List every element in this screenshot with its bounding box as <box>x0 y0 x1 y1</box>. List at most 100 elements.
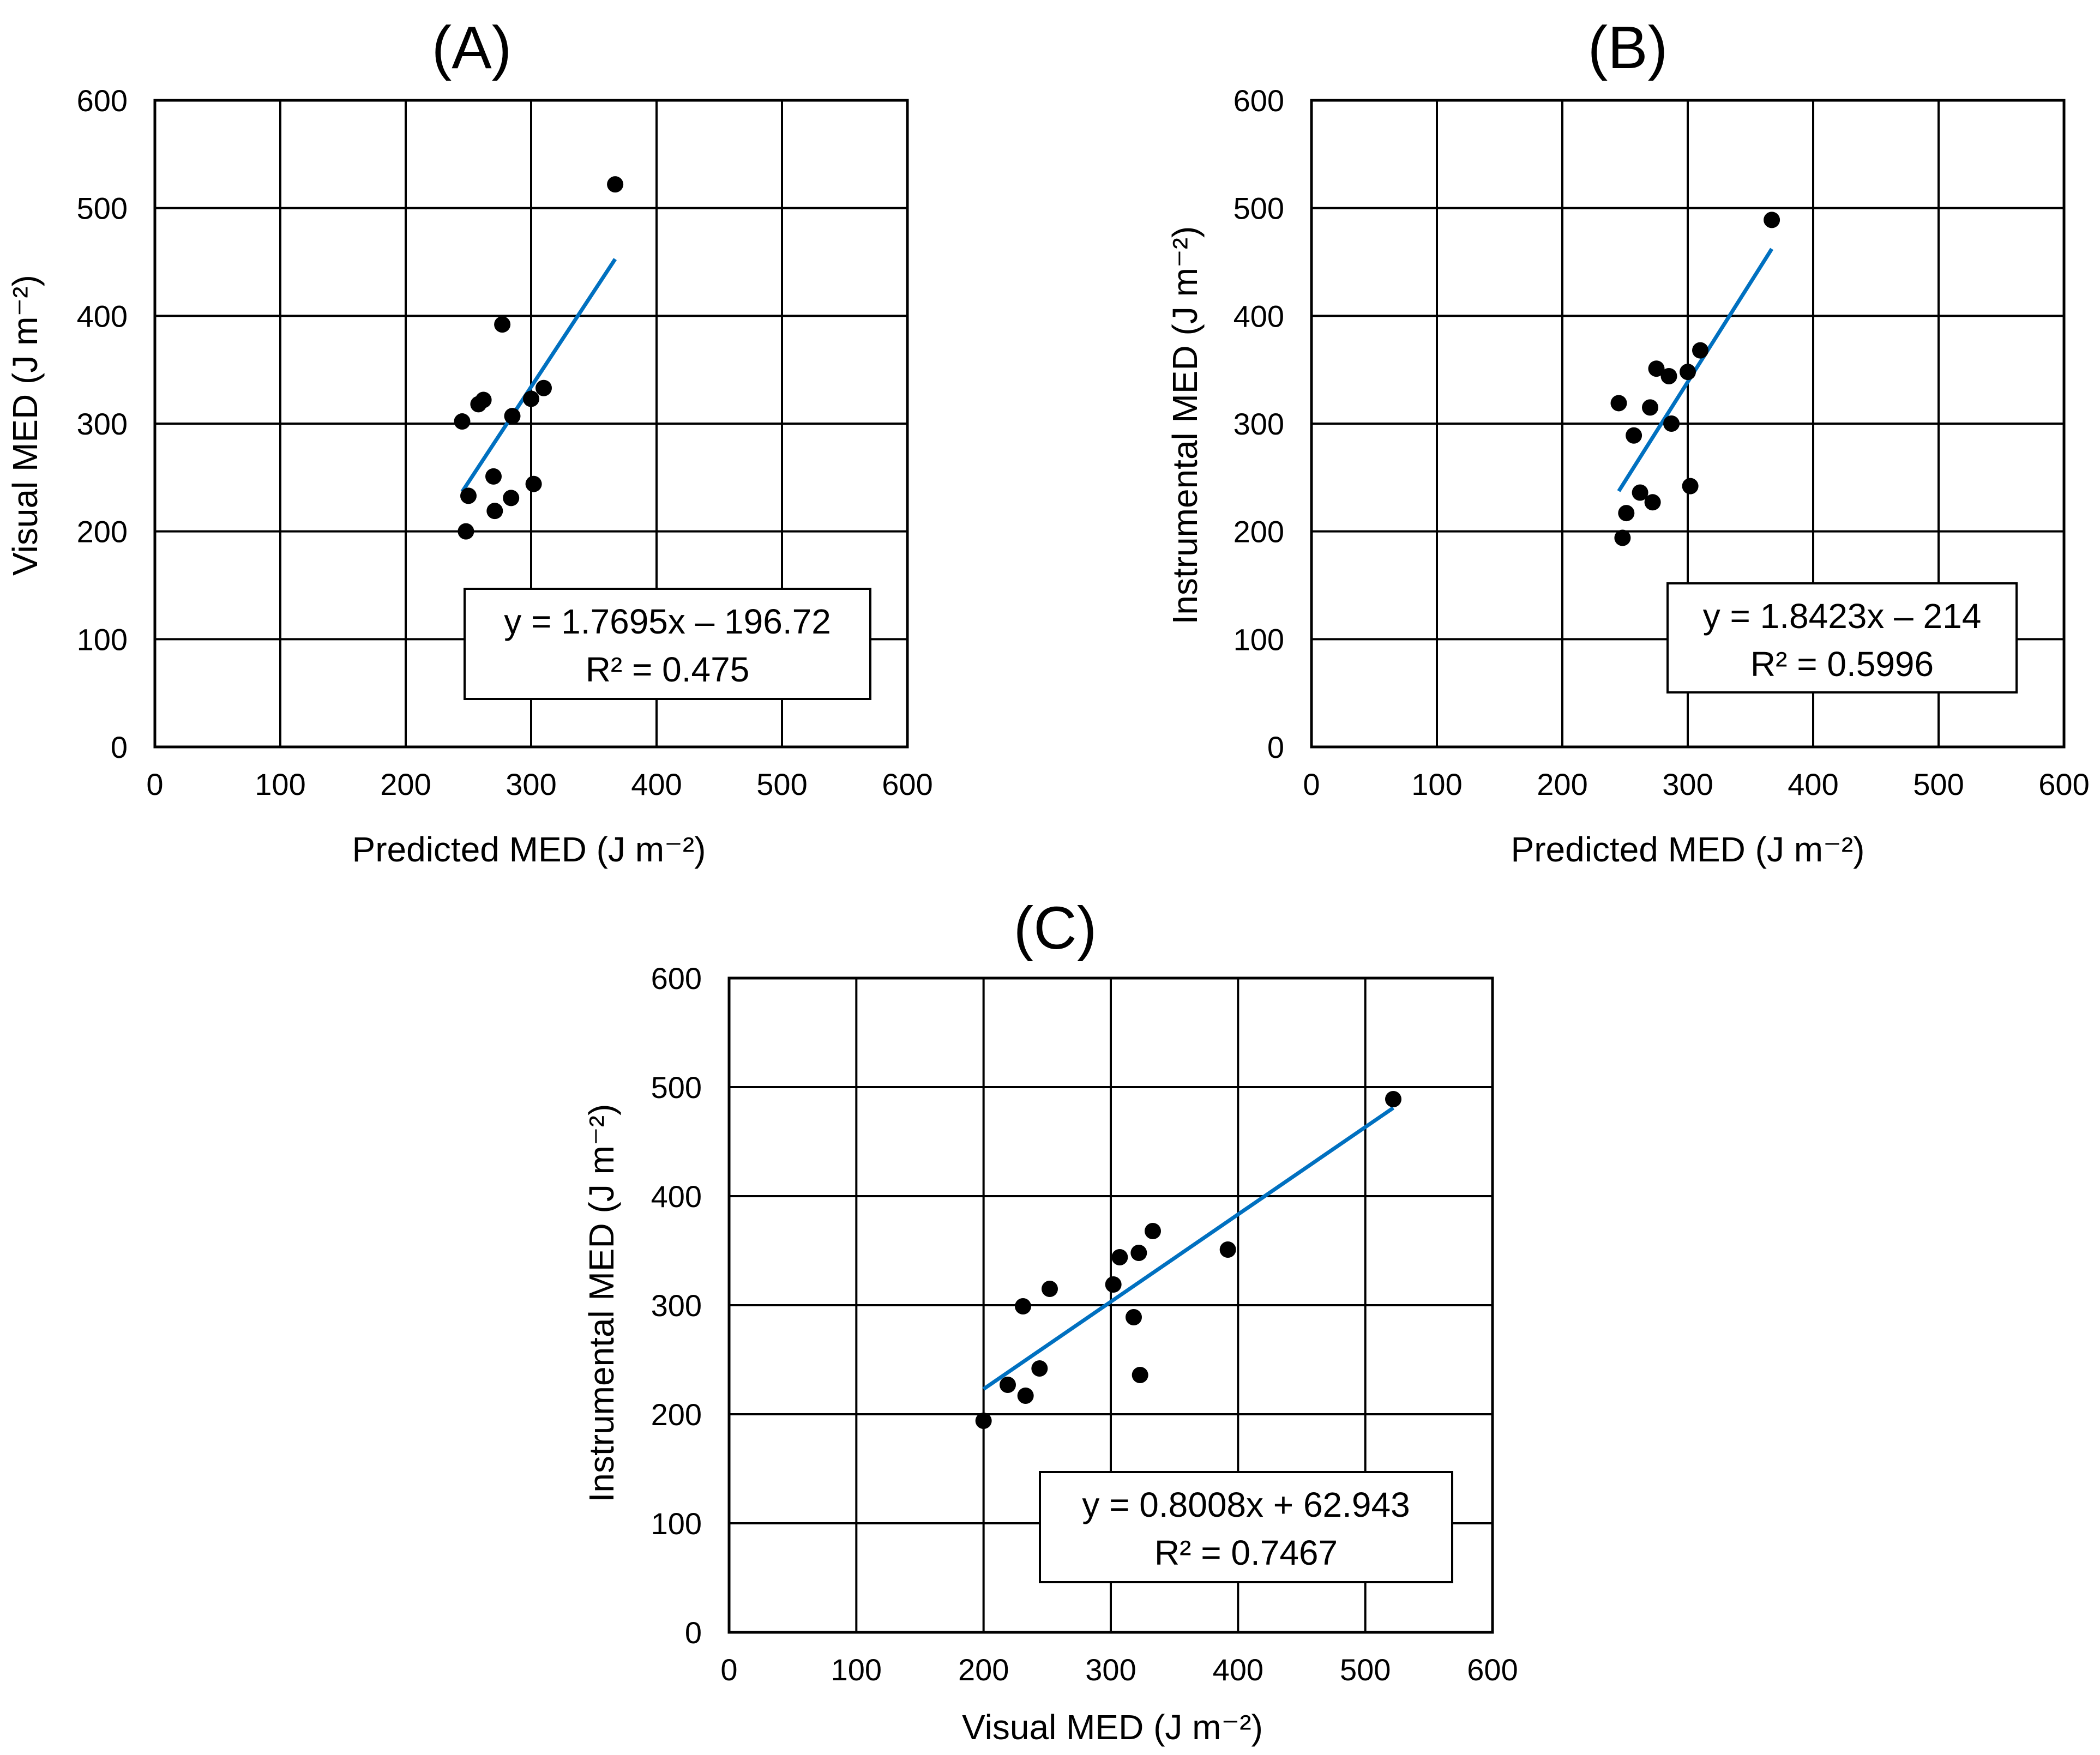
panel-label-c: (C) <box>1014 895 1097 962</box>
panel-a-y-tick-label: 500 <box>77 191 128 226</box>
panel-b-y-axis-title: Instrumental MED (J m⁻²) <box>1165 226 1205 625</box>
panel-a-ticks: 0 100 200 300 400 500 600 0 100 200 300 400 500 600 <box>77 83 933 801</box>
panel-c-data-point <box>1017 1388 1034 1404</box>
panel-b-x-tick-label: 500 <box>1913 767 1964 801</box>
panel-a-data-point <box>485 468 502 485</box>
panel-a-x-tick-label: 300 <box>506 767 556 801</box>
panel-c-x-tick-label: 0 <box>720 1653 737 1687</box>
panel-c: (C) 0 100 200 300 400 500 600 0 100 200 300 400 500 6… <box>582 895 1518 1747</box>
panel-b-data-point <box>1692 342 1708 359</box>
panel-c-data-point <box>1105 1276 1122 1293</box>
panel-a-data-point <box>460 487 477 504</box>
panel-b-y-tick-label: 200 <box>1233 515 1284 549</box>
panel-c-equation: y = 0.8008x + 62.943 <box>1082 1485 1410 1524</box>
panel-a-x-axis-title: Predicted MED (J m⁻²) <box>352 830 706 869</box>
panel-b-x-tick-label: 400 <box>1788 767 1838 801</box>
panel-b-data-point <box>1610 395 1627 412</box>
panel-b-data-point <box>1642 399 1658 416</box>
panel-a-x-tick-label: 200 <box>380 767 431 801</box>
panel-a-data-point <box>504 408 521 425</box>
panel-a-x-tick-label: 400 <box>631 767 682 801</box>
panel-b-data-point <box>1648 360 1665 377</box>
panel-a-plot-area <box>153 99 909 749</box>
panel-b-data-point <box>1644 494 1661 511</box>
panel-b-data-point <box>1632 484 1648 501</box>
panel-b-equation-box <box>1666 582 2018 693</box>
panel-c-x-tick-label: 100 <box>831 1653 882 1687</box>
panel-a-points <box>454 176 624 540</box>
panel-c-data-point <box>1132 1367 1148 1383</box>
panel-c-data-point <box>1000 1377 1016 1393</box>
panel-c-data-point <box>1219 1241 1236 1258</box>
panel-a-trendline-layer <box>460 258 617 493</box>
panel-c-y-axis-title: Instrumental MED (J m⁻²) <box>582 1104 621 1503</box>
panel-c-x-tick-label: 500 <box>1340 1653 1391 1687</box>
panel-a-y-tick-label: 0 <box>111 730 128 764</box>
panel-a-x-tick-label: 0 <box>146 767 163 801</box>
panel-a-x-tick-label: 500 <box>756 767 807 801</box>
panel-c-r-squared: R² = 0.7467 <box>1154 1533 1338 1572</box>
panel-b-y-tick-label: 300 <box>1233 407 1284 441</box>
panel-b-data-point <box>1680 364 1696 381</box>
panel-a-y-axis-title: Visual MED (J m⁻²) <box>5 275 45 576</box>
panel-c-data-point <box>1145 1223 1161 1239</box>
panel-b-x-axis-title: Predicted MED (J m⁻²) <box>1511 830 1865 869</box>
panel-b-y-tick-label: 0 <box>1267 730 1284 764</box>
panel-b-equation: y = 1.8423x – 214 <box>1703 596 1982 636</box>
panel-b-r-squared: R² = 0.5996 <box>1750 644 1934 684</box>
panel-b-data-point <box>1614 529 1631 546</box>
panel-b-y-tick-label: 600 <box>1233 83 1284 118</box>
panel-c-x-axis-title: Visual MED (J m⁻²) <box>962 1708 1263 1747</box>
panel-c-y-tick-label: 200 <box>651 1397 702 1432</box>
panel-a-data-point <box>458 523 474 540</box>
panel-c-x-tick-label: 300 <box>1085 1653 1136 1687</box>
panel-c-trendline-layer <box>982 1106 1394 1391</box>
panel-c-points <box>975 1091 1401 1429</box>
panel-label-b: (B) <box>1588 14 1668 81</box>
panel-c-data-point <box>1111 1249 1128 1265</box>
panel-a-y-tick-label: 200 <box>77 515 128 549</box>
panel-c-data-point <box>1130 1245 1147 1261</box>
panel-b-x-tick-label: 200 <box>1537 767 1587 801</box>
panel-a-data-point <box>475 391 492 408</box>
panel-b-data-point <box>1626 427 1642 444</box>
panel-c-y-tick-label: 500 <box>651 1070 702 1105</box>
panel-a-data-point <box>525 475 542 492</box>
panel-c-data-point <box>1015 1298 1031 1314</box>
panel-c-data-point <box>1042 1281 1058 1297</box>
panel-a-data-point <box>486 503 503 520</box>
panel-a-equation: y = 1.7695x – 196.72 <box>504 602 831 641</box>
panel-c-y-tick-label: 100 <box>651 1506 702 1541</box>
panel-a-data-point <box>607 176 624 193</box>
panel-b-data-point <box>1660 368 1677 385</box>
panel-b-y-tick-label: 100 <box>1233 622 1284 656</box>
panel-b-x-tick-label: 300 <box>1662 767 1713 801</box>
panel-b-data-point <box>1764 212 1780 228</box>
panel-b-data-point <box>1663 415 1680 432</box>
panel-a-trendline <box>460 258 617 493</box>
panel-b-data-point <box>1618 505 1635 522</box>
panel-c-equation-box <box>1039 1471 1453 1583</box>
panel-b: (B) 0 100 200 300 400 500 600 0 100 200 300 400 500 6… <box>1165 14 2090 869</box>
panel-b-x-tick-label: 0 <box>1303 767 1320 801</box>
panel-c-y-tick-label: 400 <box>651 1179 702 1214</box>
panel-a-y-tick-label: 600 <box>77 83 128 118</box>
panel-c-x-tick-label: 200 <box>958 1653 1009 1687</box>
panel-c-y-tick-label: 600 <box>651 961 702 996</box>
panel-c-x-tick-label: 600 <box>1467 1653 1518 1687</box>
panel-c-ticks: 0 100 200 300 400 500 600 0 100 200 300 400 500 600 <box>651 961 1518 1687</box>
panel-c-plot-area <box>727 976 1494 1634</box>
panel-c-x-tick-label: 400 <box>1213 1653 1263 1687</box>
panel-b-ticks: 0 100 200 300 400 500 600 0 100 200 300 400 500 600 <box>1233 83 2090 801</box>
panel-a-y-tick-label: 100 <box>77 622 128 656</box>
panel-a-data-point <box>494 316 511 333</box>
panel-a-data-point <box>503 490 520 506</box>
panel-c-y-tick-label: 0 <box>685 1615 702 1650</box>
panel-a: (A) 0 100 200 300 400 500 600 0 100 200 300 400 500 6… <box>5 14 933 869</box>
panel-a-y-tick-label: 300 <box>77 407 128 441</box>
panel-b-y-tick-label: 500 <box>1233 191 1284 226</box>
panel-b-plot-area <box>1310 99 2066 749</box>
panel-c-data-point <box>1126 1309 1142 1325</box>
panel-b-points <box>1610 212 1780 546</box>
